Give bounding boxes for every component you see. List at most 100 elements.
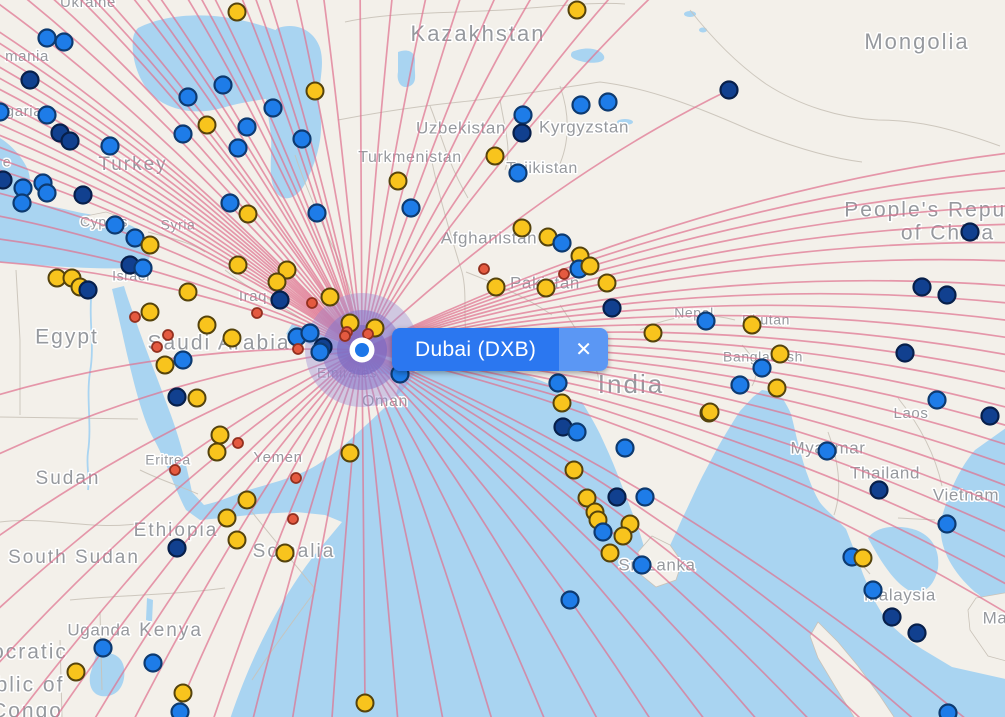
airport-marker[interactable] bbox=[478, 263, 490, 275]
airport-marker[interactable] bbox=[0, 102, 10, 122]
airport-marker[interactable] bbox=[54, 32, 74, 52]
airport-marker[interactable] bbox=[635, 487, 655, 507]
airport-marker[interactable] bbox=[869, 480, 889, 500]
airport-marker[interactable] bbox=[237, 117, 257, 137]
airport-marker[interactable] bbox=[267, 272, 287, 292]
airport-marker[interactable] bbox=[767, 378, 787, 398]
airport-marker[interactable] bbox=[307, 203, 327, 223]
airport-marker[interactable] bbox=[275, 543, 295, 563]
airport-marker[interactable] bbox=[287, 513, 299, 525]
airport-marker[interactable] bbox=[143, 653, 163, 673]
airport-marker[interactable] bbox=[512, 218, 532, 238]
airport-marker[interactable] bbox=[552, 233, 572, 253]
airport-marker[interactable] bbox=[20, 70, 40, 90]
airport-marker[interactable] bbox=[937, 285, 957, 305]
airport-marker[interactable] bbox=[232, 437, 244, 449]
airport-marker[interactable] bbox=[853, 548, 873, 568]
airport-marker[interactable] bbox=[151, 341, 163, 353]
airport-marker[interactable] bbox=[187, 388, 207, 408]
airport-marker[interactable] bbox=[173, 350, 193, 370]
airport-marker[interactable] bbox=[912, 277, 932, 297]
airport-marker[interactable] bbox=[512, 123, 532, 143]
airport-marker[interactable] bbox=[485, 146, 505, 166]
airport-marker[interactable] bbox=[197, 115, 217, 135]
airport-marker[interactable] bbox=[197, 315, 217, 335]
airport-marker[interactable] bbox=[217, 508, 237, 528]
airport-marker[interactable] bbox=[237, 490, 257, 510]
airport-marker[interactable] bbox=[228, 255, 248, 275]
airport-marker[interactable] bbox=[227, 530, 247, 550]
airport-marker[interactable] bbox=[140, 302, 160, 322]
airport-marker[interactable] bbox=[513, 105, 533, 125]
airport-marker[interactable] bbox=[251, 307, 263, 319]
selected-airport-marker[interactable] bbox=[355, 343, 369, 357]
airport-marker[interactable] bbox=[548, 373, 568, 393]
airport-marker[interactable] bbox=[167, 538, 187, 558]
airport-marker[interactable] bbox=[100, 136, 120, 156]
airport-marker[interactable] bbox=[213, 75, 233, 95]
airport-marker[interactable] bbox=[277, 260, 297, 280]
airport-marker[interactable] bbox=[388, 171, 408, 191]
airport-marker[interactable] bbox=[817, 441, 837, 461]
airport-marker[interactable] bbox=[863, 580, 883, 600]
airport-marker[interactable] bbox=[613, 526, 633, 546]
airport-marker[interactable] bbox=[927, 390, 947, 410]
airport-marker[interactable] bbox=[907, 623, 927, 643]
airport-marker[interactable] bbox=[571, 95, 591, 115]
airport-marker[interactable] bbox=[536, 278, 556, 298]
airport-marker[interactable] bbox=[155, 355, 175, 375]
airport-marker[interactable] bbox=[602, 298, 622, 318]
airport-marker[interactable] bbox=[577, 488, 597, 508]
airport-marker[interactable] bbox=[220, 193, 240, 213]
airport-marker[interactable] bbox=[564, 460, 584, 480]
airport-marker[interactable] bbox=[401, 198, 421, 218]
airport-marker[interactable] bbox=[696, 311, 716, 331]
airport-marker[interactable] bbox=[560, 590, 580, 610]
airport-marker[interactable] bbox=[167, 387, 187, 407]
airport-marker[interactable] bbox=[752, 358, 772, 378]
airport-marker[interactable] bbox=[355, 693, 375, 713]
airport-marker[interactable] bbox=[173, 683, 193, 703]
airport-marker[interactable] bbox=[340, 443, 360, 463]
airport-marker[interactable] bbox=[227, 2, 247, 22]
airport-marker[interactable] bbox=[643, 323, 663, 343]
airport-marker[interactable] bbox=[292, 343, 304, 355]
airport-marker[interactable] bbox=[362, 328, 374, 340]
airport-marker[interactable] bbox=[210, 425, 230, 445]
airport-marker[interactable] bbox=[895, 343, 915, 363]
airport-marker[interactable] bbox=[105, 215, 125, 235]
airport-marker[interactable] bbox=[263, 98, 283, 118]
airport-marker[interactable] bbox=[742, 315, 762, 335]
airport-marker[interactable] bbox=[66, 662, 86, 682]
airport-marker[interactable] bbox=[238, 204, 258, 224]
airport-marker[interactable] bbox=[37, 105, 57, 125]
airport-marker[interactable] bbox=[882, 607, 902, 627]
airport-marker[interactable] bbox=[78, 280, 98, 300]
airport-marker[interactable] bbox=[207, 442, 227, 462]
airport-marker[interactable] bbox=[607, 487, 627, 507]
airport-marker[interactable] bbox=[129, 311, 141, 323]
airport-marker[interactable] bbox=[486, 277, 506, 297]
airport-marker[interactable] bbox=[598, 92, 618, 112]
airport-marker[interactable] bbox=[960, 222, 980, 242]
airport-marker[interactable] bbox=[170, 702, 190, 717]
airport-marker[interactable] bbox=[162, 329, 174, 341]
airport-marker[interactable] bbox=[305, 81, 325, 101]
airport-marker[interactable] bbox=[173, 124, 193, 144]
airport-marker[interactable] bbox=[558, 268, 570, 280]
airport-marker[interactable] bbox=[632, 555, 652, 575]
airport-marker[interactable] bbox=[292, 129, 312, 149]
airport-marker[interactable] bbox=[0, 170, 13, 190]
airport-marker[interactable] bbox=[320, 287, 340, 307]
airport-marker[interactable] bbox=[178, 282, 198, 302]
airport-marker[interactable] bbox=[169, 464, 181, 476]
airport-marker[interactable] bbox=[937, 514, 957, 534]
airport-marker[interactable] bbox=[140, 235, 160, 255]
airport-marker[interactable] bbox=[567, 422, 587, 442]
airport-marker[interactable] bbox=[615, 438, 635, 458]
airport-marker[interactable] bbox=[290, 472, 302, 484]
airport-marker[interactable] bbox=[306, 297, 318, 309]
airport-marker[interactable] bbox=[93, 638, 113, 658]
airport-marker[interactable] bbox=[719, 80, 739, 100]
